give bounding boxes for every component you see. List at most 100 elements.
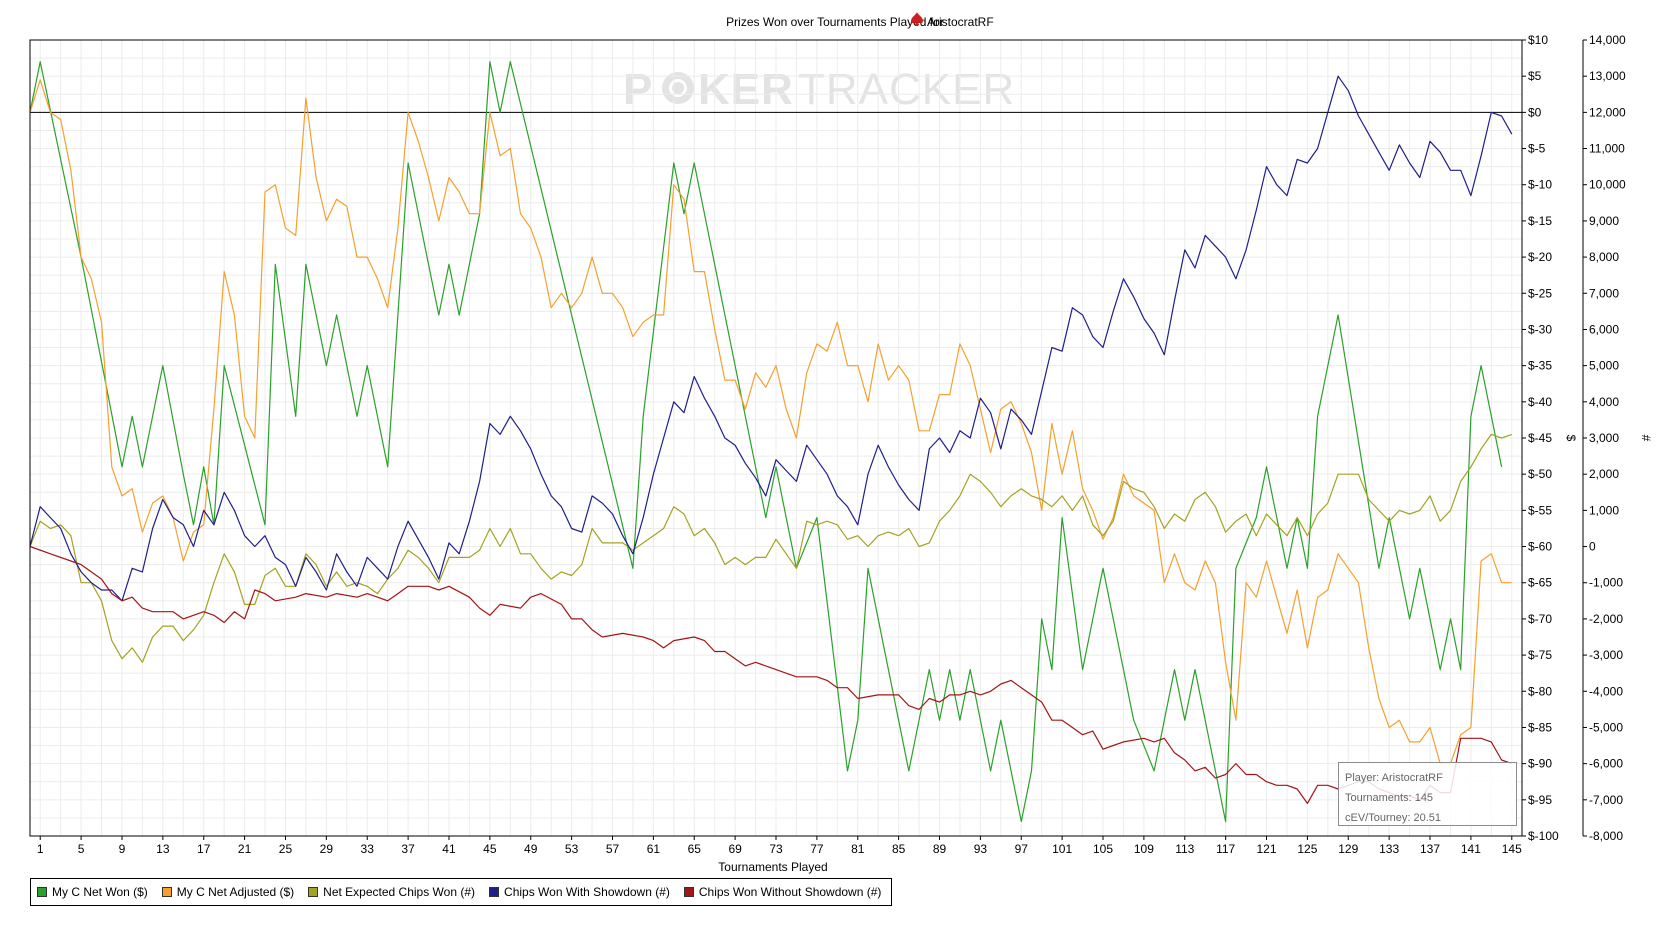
y-right-tick-label: 6,000 [1589,322,1619,336]
legend-label: Net Expected Chips Won (#) [323,885,476,899]
legend-swatch [308,887,319,897]
svg-text:TRACKER: TRACKER [798,65,1015,114]
y-right-tick-label: 12,000 [1589,105,1626,119]
x-axis-label: Tournaments Played [718,860,827,874]
spade-icon [911,12,923,25]
y-right-tick-label: 3,000 [1589,431,1619,445]
y-right-tick-label: 8,000 [1589,250,1619,264]
legend-item-3: Net Expected Chips Won (#) [308,885,475,899]
series-line-1 [29,61,1503,823]
legend-swatch [37,887,47,897]
y-left-tick-label: $-40 [1528,395,1552,409]
svg-text:KER: KER [698,65,794,114]
y-right-tick-label: 11,000 [1589,142,1625,156]
y-right-tick-label: 0 [1589,540,1596,554]
x-tick-label: 17 [197,842,211,856]
y-left-tick-label: $-5 [1528,142,1546,156]
y-right-tick-label: -2,000 [1589,612,1623,626]
x-tick-label: 93 [974,842,988,856]
legend-swatch [683,887,694,897]
y-left-tick-label: $-80 [1528,684,1552,698]
y-left-tick-label: $-90 [1528,757,1552,771]
y-left-tick-label: $-70 [1528,612,1552,626]
legend-swatch [161,887,172,897]
legend-label: Chips Won With Showdown (#) [504,885,670,899]
x-tick-label: 85 [892,842,906,856]
y-left-tick-label: $-85 [1528,720,1552,734]
y-right-tick-label: 9,000 [1589,214,1619,228]
y-left-tick-label: $-15 [1528,214,1552,228]
y-left-tick-label: $-50 [1528,467,1552,481]
info-player: Player: AristocratRF [1345,772,1443,784]
x-tick-label: 101 [1052,842,1072,856]
y-right-tick-label: -1,000 [1589,576,1623,590]
x-tick-label: 1 [37,842,44,856]
legend-swatch [489,887,500,897]
series-layer [29,61,1513,823]
y-left-tick-label: $-35 [1528,359,1552,373]
y-axis-left-label: $ [1564,435,1578,442]
series-line-2 [29,79,1512,765]
y-left-tick-label: $5 [1528,69,1542,83]
y-right-tick-label: -7,000 [1589,793,1623,807]
x-tick-label: 29 [320,842,334,856]
y-right-tick-label: -5,000 [1589,720,1623,734]
poker-chip-icon [662,72,694,104]
y-left-tick-label: $-45 [1528,431,1552,445]
x-tick-label: 109 [1134,842,1154,856]
x-tick-label: 9 [119,842,126,856]
x-tick-label: 141 [1461,842,1481,856]
x-tick-label: 41 [442,842,456,856]
y-left-tick-label: $-25 [1528,286,1552,300]
y-left-tick-label: $-55 [1528,503,1552,517]
y-right-tick-label: 7,000 [1589,286,1619,300]
info-cev: cEV/Tourney: 20.51 [1345,812,1442,824]
y-left-tick-label: $-75 [1528,648,1552,662]
series-line-5 [29,545,1512,805]
y-left-tick-label: $0 [1528,105,1542,119]
series-line-4 [29,75,1513,602]
x-tick-label: 133 [1379,842,1399,856]
legend-item-1: My C Net Won ($) [37,885,148,899]
x-tick-label: 97 [1015,842,1029,856]
y-right-tick-label: 1,000 [1589,503,1619,517]
x-tick-label: 69 [728,842,742,856]
legend-label: My C Net Won ($) [52,885,148,899]
x-tick-label: 81 [851,842,865,856]
svg-text:P: P [623,65,653,114]
y-right-tick-label: -4,000 [1589,684,1623,698]
legend: My C Net Won ($) My C Net Adjusted ($) Net… [30,878,893,906]
x-tick-label: 125 [1297,842,1317,856]
y-left-tick-label: $-65 [1528,576,1552,590]
x-tick-label: 53 [565,842,579,856]
x-axis: 1 5 9 13 17 21 25 29 33 37 41 45 49 53 57 61 65 69 73 77 81 8… [37,836,1522,856]
x-tick-label: 13 [156,842,170,856]
y-right-tick-label: 5,000 [1589,359,1619,373]
x-tick-label: 121 [1257,842,1277,856]
series-line-3 [29,433,1512,663]
y-left-tick-label: $10 [1528,33,1548,47]
legend-item-4: Chips Won With Showdown (#) [489,885,670,899]
legend-label: My C Net Adjusted ($) [176,885,295,899]
x-tick-label: 89 [933,842,947,856]
legend-item-5: Chips Won Without Showdown (#) [683,885,882,899]
x-tick-label: 33 [361,842,375,856]
x-tick-label: 37 [401,842,415,856]
info-tournaments: Tournaments: 145 [1345,792,1434,804]
legend-label: Chips Won Without Showdown (#) [698,885,882,899]
y-left-tick-label: $-100 [1528,829,1559,843]
y-right-tick-label: 13,000 [1589,69,1626,83]
y-left-tick-label: $-95 [1528,793,1552,807]
x-tick-label: 137 [1420,842,1440,856]
y-right-tick-label: -3,000 [1589,648,1623,662]
x-tick-label: 61 [647,842,661,856]
x-tick-label: 21 [238,842,252,856]
legend-item-2: My C Net Adjusted ($) [161,885,295,899]
y-left-tick-label: $-30 [1528,322,1552,336]
y-right-tick-label: 2,000 [1589,467,1619,481]
y-right-tick-label: 14,000 [1589,33,1626,47]
x-tick-label: 5 [78,842,85,856]
y-right-tick-label: 10,000 [1589,178,1626,192]
y-left-tick-label: $-10 [1528,178,1552,192]
chart-title: Prizes Won over Tournaments Played for [726,15,944,29]
